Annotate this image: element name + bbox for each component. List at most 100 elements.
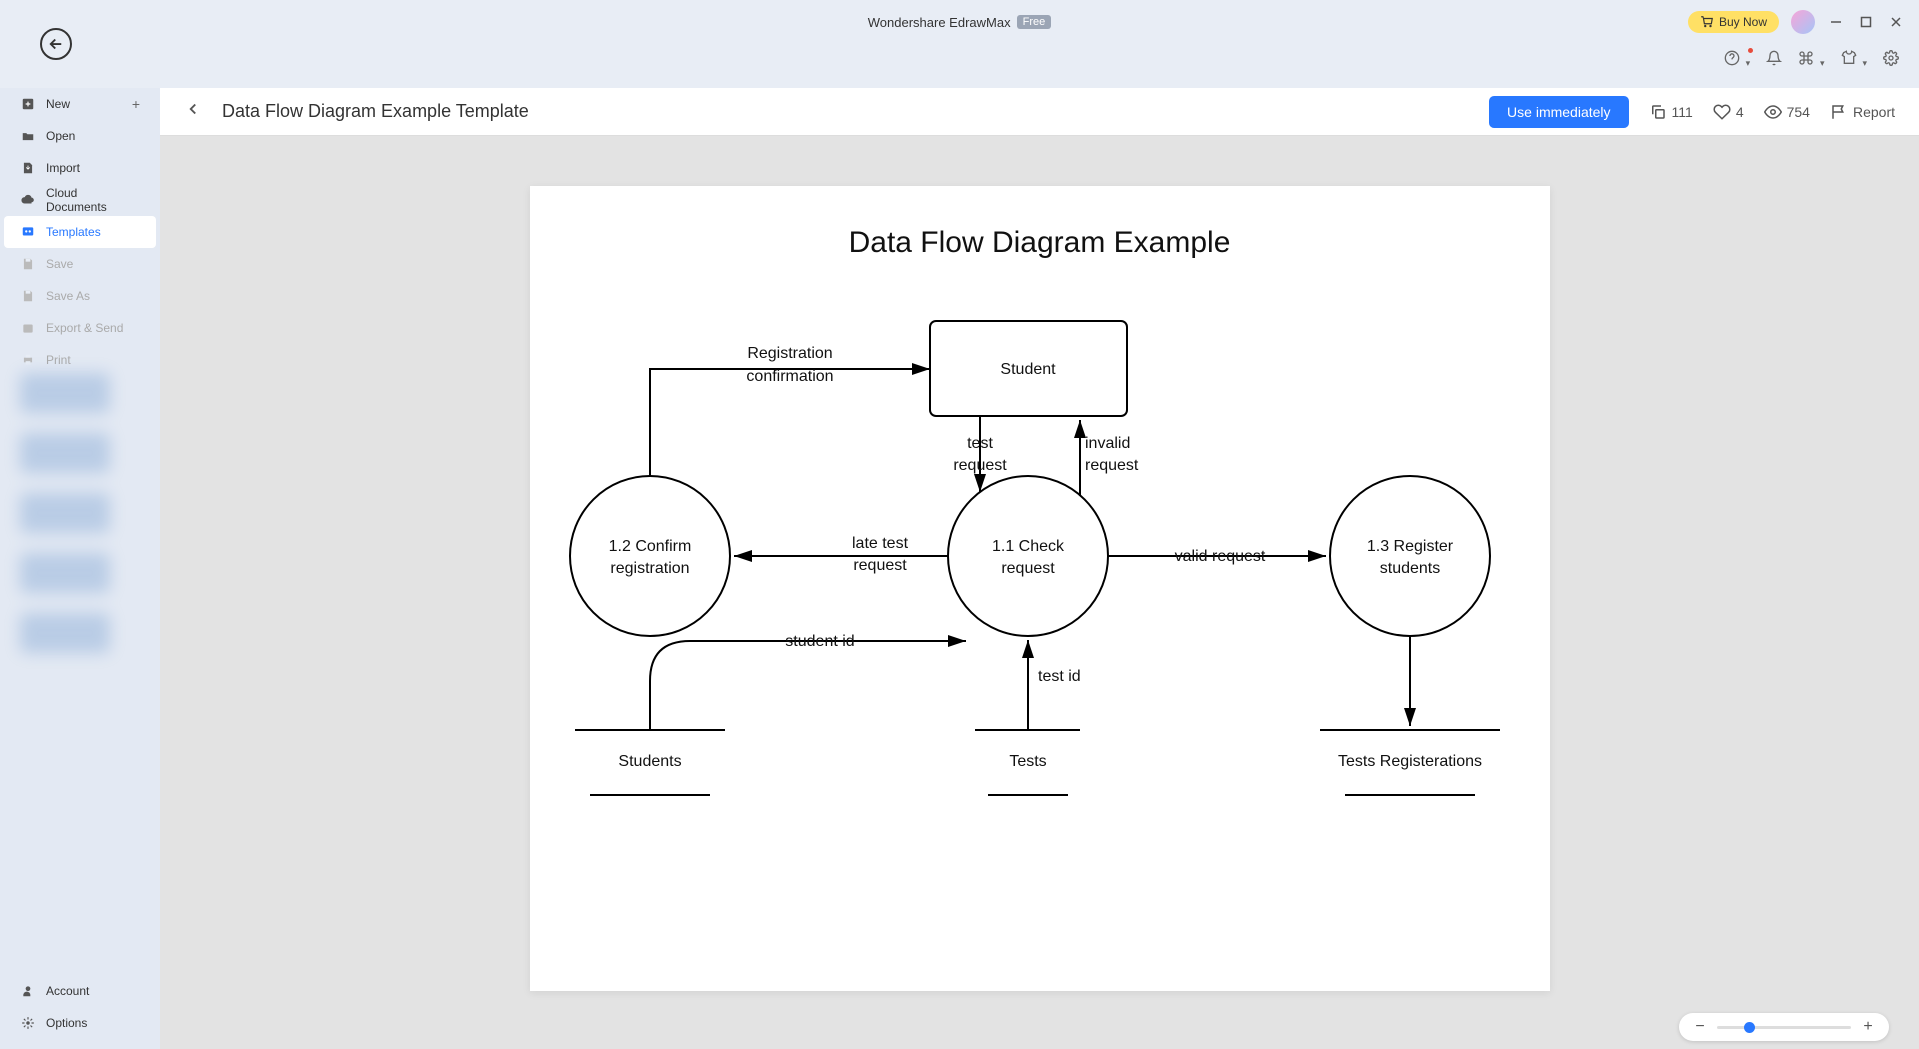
shirt-icon[interactable]: ▾ — [1841, 50, 1867, 69]
zoom-in-button[interactable]: + — [1861, 1018, 1875, 1036]
plus-square-icon — [20, 96, 36, 112]
template-header: Data Flow Diagram Example Template Use i… — [160, 88, 1919, 136]
sidebar-item-export[interactable]: Export & Send — [0, 312, 160, 344]
sidebar-item-open[interactable]: Open — [0, 120, 160, 152]
students-store-label: Students — [618, 753, 681, 770]
edge-reg-conf — [650, 369, 930, 476]
copies-count: 111 — [1672, 104, 1693, 120]
edge-reg-conf-label-2: confirmation — [746, 368, 833, 385]
back-button[interactable] — [40, 28, 72, 60]
edge-reg-conf-label-1: Registration — [747, 345, 832, 362]
sidebar-item-import[interactable]: Import — [0, 152, 160, 184]
eye-icon — [1764, 103, 1782, 121]
sidebar-item-label: Import — [46, 161, 80, 175]
edge-test-id-label: test id — [1038, 668, 1081, 685]
sidebar-item-options[interactable]: Options — [0, 1007, 160, 1039]
app-name: Wondershare EdrawMax — [868, 15, 1011, 30]
zoom-out-button[interactable]: − — [1693, 1018, 1707, 1036]
likes-stat[interactable]: 4 — [1713, 103, 1744, 121]
add-icon: + — [132, 96, 140, 112]
titlebar-center: Wondershare EdrawMax Free — [868, 15, 1051, 30]
edge-test-req-label-1: test — [967, 435, 993, 452]
confirm-label-1: 1.2 Confirm — [608, 538, 691, 555]
sidebar-item-label: Account — [46, 984, 89, 998]
copies-stat[interactable]: 111 — [1649, 103, 1693, 121]
templates-icon — [20, 224, 36, 240]
flag-icon — [1830, 103, 1848, 121]
edge-invalid-label-2: request — [1085, 457, 1139, 474]
likes-count: 4 — [1736, 104, 1744, 120]
register-node — [1330, 476, 1490, 636]
check-node — [948, 476, 1108, 636]
sidebar: New + Open Import Cloud Documents Templa… — [0, 88, 160, 1049]
zoom-thumb[interactable] — [1744, 1022, 1755, 1033]
edge-student-id-label: student id — [785, 633, 854, 650]
sidebar-item-save-as[interactable]: Save As — [0, 280, 160, 312]
report-label: Report — [1853, 104, 1895, 120]
page-title: Data Flow Diagram Example Template — [222, 101, 1469, 122]
sidebar-item-label: Cloud Documents — [46, 186, 140, 214]
sidebar-item-cloud[interactable]: Cloud Documents — [0, 184, 160, 216]
cloud-icon — [20, 192, 36, 208]
tests-store-label: Tests — [1009, 753, 1046, 770]
use-immediately-button[interactable]: Use immediately — [1489, 96, 1628, 128]
sidebar-item-label: Save — [46, 257, 73, 271]
edge-late-label-1: late test — [851, 535, 908, 552]
report-button[interactable]: Report — [1830, 103, 1895, 121]
minimize-button[interactable] — [1827, 13, 1845, 31]
copy-icon — [1649, 103, 1667, 121]
student-label: Student — [1000, 361, 1056, 378]
blurred-background — [0, 363, 160, 743]
check-label-2: request — [1001, 560, 1055, 577]
canvas-wrapper: Data Flow Diagram Example Student 1.2 Co… — [160, 136, 1919, 991]
edge-late-label-2: request — [853, 557, 907, 574]
gear-icon[interactable] — [1883, 50, 1899, 69]
buy-now-label: Buy Now — [1719, 15, 1767, 29]
notification-dot — [1748, 48, 1753, 53]
regs-store-label: Tests Registerations — [1337, 753, 1481, 770]
sidebar-item-save[interactable]: Save — [0, 248, 160, 280]
export-icon — [20, 320, 36, 336]
sidebar-item-label: Templates — [46, 225, 101, 239]
save-as-icon — [20, 288, 36, 304]
views-stat[interactable]: 754 — [1764, 103, 1810, 121]
sidebar-item-account[interactable]: Account — [0, 975, 160, 1007]
register-label-1: 1.3 Register — [1366, 538, 1453, 555]
sidebar-item-new[interactable]: New + — [0, 88, 160, 120]
secondary-toolbar: ▾ ▾ ▾ — [0, 44, 1919, 74]
edge-valid-label: valid request — [1174, 548, 1265, 565]
options-icon — [20, 1015, 36, 1031]
help-icon[interactable]: ▾ — [1724, 50, 1750, 69]
header-back-button[interactable] — [184, 100, 202, 123]
edge-test-req-label-2: request — [953, 457, 1007, 474]
buy-now-button[interactable]: Buy Now — [1688, 11, 1779, 33]
diagram-canvas: Data Flow Diagram Example Student 1.2 Co… — [530, 186, 1550, 991]
zoom-slider[interactable] — [1717, 1026, 1851, 1029]
confirm-label-2: registration — [610, 560, 689, 577]
command-icon[interactable]: ▾ — [1798, 50, 1824, 69]
sidebar-item-label: Options — [46, 1016, 87, 1030]
folder-icon — [20, 128, 36, 144]
free-badge: Free — [1017, 15, 1052, 29]
views-count: 754 — [1787, 104, 1810, 120]
edge-student-id — [650, 641, 966, 730]
heart-icon — [1713, 103, 1731, 121]
check-label-1: 1.1 Check — [991, 538, 1064, 555]
sidebar-item-templates[interactable]: Templates — [4, 216, 156, 248]
save-icon — [20, 256, 36, 272]
sidebar-item-label: Export & Send — [46, 321, 123, 335]
sidebar-item-label: Save As — [46, 289, 90, 303]
avatar[interactable] — [1791, 10, 1815, 34]
sidebar-item-label: New — [46, 97, 70, 111]
cart-icon — [1700, 15, 1714, 29]
diagram-svg: Student 1.2 Confirm registration 1.1 Che… — [530, 186, 1550, 991]
account-icon — [20, 983, 36, 999]
sidebar-item-label: Open — [46, 129, 75, 143]
register-label-2: students — [1379, 560, 1439, 577]
edge-invalid-label-1: invalid — [1085, 435, 1130, 452]
bell-icon[interactable] — [1766, 50, 1782, 69]
close-button[interactable] — [1887, 13, 1905, 31]
import-icon — [20, 160, 36, 176]
maximize-button[interactable] — [1857, 13, 1875, 31]
titlebar: Wondershare EdrawMax Free Buy Now — [0, 0, 1919, 44]
